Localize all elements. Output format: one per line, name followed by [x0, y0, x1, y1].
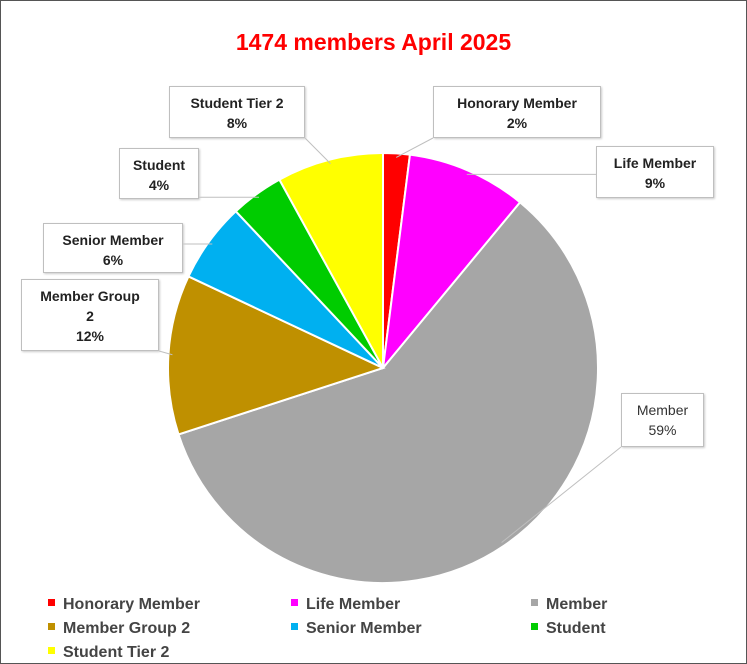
label-category: Senior Member — [62, 232, 164, 248]
label-value: 4% — [148, 177, 170, 193]
legend-item: Student Tier 2 — [48, 644, 169, 662]
legend-label: Life Member — [306, 596, 401, 613]
legend-label: Senior Member — [306, 620, 422, 637]
legend-swatch — [531, 599, 538, 607]
legend-label: Student Tier 2 — [63, 644, 170, 661]
legend-item: Student — [531, 620, 606, 638]
data-label: Senior Member 6% — [43, 223, 183, 273]
data-label: Student 4% — [119, 148, 199, 199]
legend-item: Senior Member — [291, 620, 422, 638]
label-category: Life Member — [613, 155, 697, 171]
chart-title: 1474 members April 2025 — [235, 29, 512, 55]
leader-line — [158, 350, 173, 356]
leader-line — [304, 137, 331, 164]
label-category: Student Tier 2 — [190, 95, 284, 111]
legend-swatch — [291, 623, 298, 631]
legend-item: Honorary Member — [48, 596, 200, 614]
label-value: 2% — [506, 115, 528, 131]
legend-label: Honorary Member — [63, 596, 200, 613]
legend-item: Member Group 2 — [48, 620, 190, 638]
legend-swatch — [48, 623, 55, 631]
label-value: 8% — [226, 115, 248, 131]
pie-slice — [167, 275, 386, 436]
legend-swatch — [531, 623, 538, 631]
pie-slice — [278, 151, 384, 369]
label-value: 6% — [102, 252, 124, 268]
label-category: Honorary Member — [457, 95, 577, 111]
legend-swatch — [291, 599, 298, 607]
legend-item: Member — [531, 596, 607, 614]
label-category: Member Group 2 — [40, 288, 140, 324]
pie-slice — [177, 200, 599, 584]
legend-swatch — [48, 599, 55, 607]
label-value: 12% — [75, 328, 105, 344]
leader-line — [501, 446, 622, 543]
leader-line — [396, 137, 434, 158]
label-category: Member — [636, 402, 689, 418]
data-label: Member Group 2 12% — [21, 279, 159, 351]
legend-label: Member — [546, 596, 608, 613]
legend-item: Life Member — [291, 596, 400, 614]
legend-swatch — [48, 647, 55, 655]
data-label: Honorary Member 2% — [433, 86, 601, 138]
data-label: Member 59% — [621, 393, 704, 447]
data-label: Student Tier 2 8% — [169, 86, 305, 138]
legend-label: Member Group 2 — [63, 620, 191, 637]
label-category: Student — [132, 157, 186, 173]
legend-label: Student — [546, 620, 606, 637]
data-label: Life Member 9% — [596, 146, 714, 198]
label-value: 59% — [648, 422, 677, 438]
label-value: 9% — [644, 175, 666, 191]
pie-slice — [381, 153, 522, 372]
